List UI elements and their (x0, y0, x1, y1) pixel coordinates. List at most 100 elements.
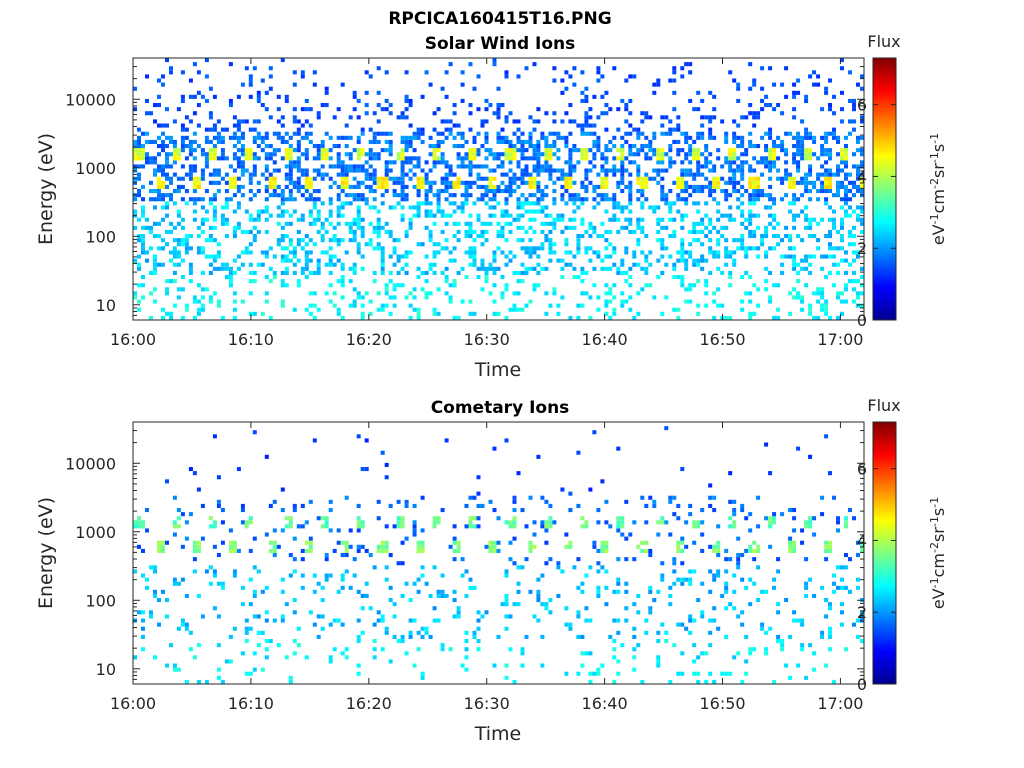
heatmap-cell (340, 573, 345, 578)
heatmap-cell (276, 119, 281, 124)
heatmap-cell (412, 528, 417, 533)
heatmap-cell (808, 643, 813, 648)
heatmap-cell (236, 139, 241, 144)
heatmap-cell (568, 172, 573, 177)
heatmap-cell (808, 217, 813, 222)
heatmap-cell (668, 532, 673, 537)
heatmap-cell (184, 115, 189, 120)
heatmap-cell (564, 86, 569, 91)
heatmap-cell (648, 156, 653, 161)
heatmap-cell (200, 503, 205, 508)
heatmap-cell (500, 152, 505, 157)
heatmap-cell (596, 561, 601, 566)
heatmap-cell (588, 123, 593, 128)
heatmap-cell (496, 229, 501, 234)
heatmap-cell (280, 528, 285, 533)
heatmap-cell (288, 516, 293, 521)
heatmap-cell (352, 193, 357, 198)
heatmap-cell (788, 508, 793, 513)
heatmap-cell (169, 250, 173, 255)
heatmap-cell (712, 544, 717, 549)
heatmap-cell (712, 618, 717, 623)
heatmap-cell (384, 303, 389, 308)
heatmap-cell (153, 270, 157, 275)
heatmap-cell (628, 532, 633, 537)
heatmap-cell (169, 180, 173, 185)
heatmap-cell (412, 213, 417, 218)
heatmap-cell (684, 62, 689, 67)
heatmap-cell (388, 270, 393, 275)
heatmap-cell (724, 246, 729, 251)
heatmap-cell (208, 156, 213, 161)
heatmap-cell (412, 164, 417, 169)
heatmap-cell (388, 205, 393, 210)
heatmap-cell (528, 540, 533, 545)
heatmap-cell (520, 262, 525, 267)
heatmap-cell (400, 561, 405, 566)
heatmap-cell (137, 193, 141, 198)
heatmap-cell (856, 189, 860, 194)
heatmap-cell (292, 184, 297, 189)
heatmap-cell (672, 127, 677, 132)
heatmap-cell (208, 197, 213, 202)
heatmap-cell (172, 152, 177, 157)
heatmap-cell (360, 266, 365, 271)
y-tick-label: 10000 (65, 90, 116, 109)
heatmap-cell (764, 279, 769, 284)
x-tick-label: 16:30 (464, 330, 510, 349)
heatmap-cell (696, 279, 701, 284)
heatmap-cell (256, 131, 261, 136)
heatmap-cell (336, 258, 341, 263)
heatmap-cell (732, 512, 737, 517)
heatmap-cell (224, 156, 229, 161)
heatmap-cell (388, 254, 393, 259)
heatmap-cell (800, 540, 805, 545)
heatmap-cell (844, 176, 848, 181)
heatmap-cell (648, 148, 653, 153)
heatmap-cell (284, 94, 289, 99)
heatmap-cell (536, 454, 541, 459)
heatmap-cell (748, 647, 753, 652)
heatmap-cell (288, 242, 293, 247)
heatmap-cell (476, 275, 481, 280)
heatmap-cell (149, 189, 153, 194)
heatmap-cell (204, 254, 209, 259)
heatmap-cell (504, 315, 509, 320)
heatmap-cell (236, 184, 241, 189)
heatmap-cell (548, 148, 553, 153)
heatmap-cell (408, 291, 413, 296)
heatmap-cell (784, 234, 789, 239)
heatmap-cell (252, 279, 257, 284)
heatmap-cell (608, 254, 613, 259)
heatmap-cell (856, 618, 860, 623)
heatmap-cell (724, 634, 729, 639)
heatmap-cell (188, 168, 193, 173)
heatmap-cell (504, 201, 509, 206)
heatmap-cell (216, 254, 221, 259)
heatmap-cell (712, 94, 717, 99)
heatmap-cell (432, 270, 437, 275)
heatmap-cell (184, 593, 189, 598)
heatmap-cell (145, 585, 149, 590)
heatmap-cell (708, 193, 713, 198)
heatmap-cell (412, 663, 417, 668)
x-tick-label: 16:10 (228, 330, 274, 349)
heatmap-cell (368, 172, 373, 177)
heatmap-cell (372, 279, 377, 284)
heatmap-cell (324, 516, 329, 521)
heatmap-cell (396, 639, 401, 644)
heatmap-cell (312, 176, 317, 181)
heatmap-cell (556, 217, 561, 222)
heatmap-cell (137, 283, 141, 288)
heatmap-cell (780, 262, 785, 267)
heatmap-cell (220, 262, 225, 267)
heatmap-cell (172, 667, 177, 672)
heatmap-cell (860, 229, 864, 234)
heatmap-cell (816, 176, 821, 181)
heatmap-cell (396, 516, 401, 521)
heatmap-cell (680, 184, 685, 189)
heatmap-cell (416, 131, 421, 136)
heatmap-cell (528, 238, 533, 243)
heatmap-cell (508, 557, 513, 562)
heatmap-cell (476, 197, 481, 202)
